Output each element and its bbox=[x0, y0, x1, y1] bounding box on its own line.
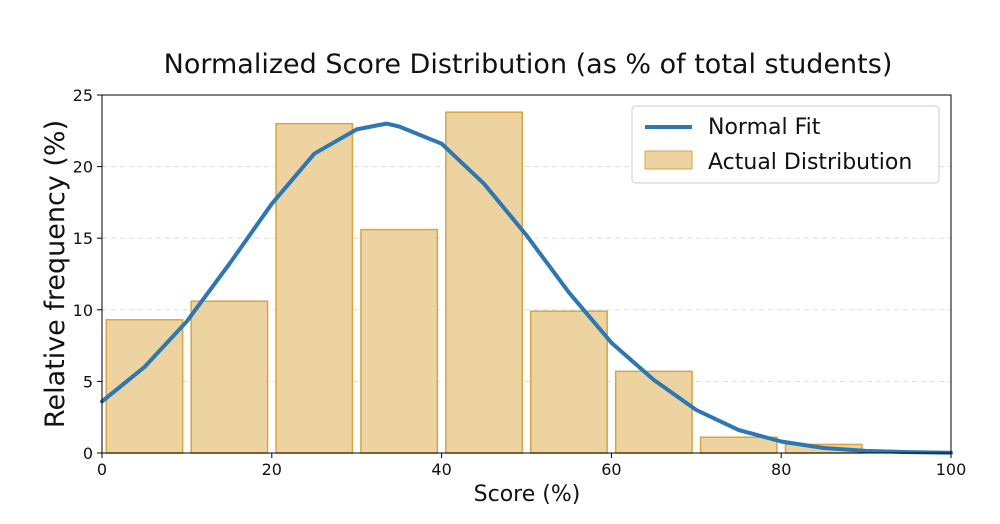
y-tick-label: 10 bbox=[73, 301, 93, 320]
histogram-bar bbox=[190, 300, 269, 454]
histogram-bar bbox=[275, 122, 354, 454]
y-tick-label: 20 bbox=[73, 158, 93, 177]
histogram-bar bbox=[614, 370, 693, 454]
x-tick-label: 40 bbox=[431, 460, 451, 479]
histogram-bar bbox=[360, 228, 439, 454]
legend-label-actual-distribution: Actual Distribution bbox=[708, 150, 912, 175]
y-tick-label: 15 bbox=[73, 229, 93, 248]
legend: Normal Fit Actual Distribution bbox=[631, 105, 940, 184]
y-axis-ticks: 0 5 10 15 20 25 bbox=[73, 86, 102, 463]
x-axis-label: Score (%) bbox=[474, 482, 581, 507]
y-axis-label: Relative frequency (%) bbox=[40, 120, 71, 428]
histogram-bar bbox=[699, 436, 778, 454]
x-tick-label: 0 bbox=[97, 460, 107, 479]
y-tick-label: 0 bbox=[83, 444, 93, 463]
legend-bar-swatch bbox=[644, 150, 693, 170]
x-axis-ticks: 0 20 40 60 80 100 bbox=[97, 453, 966, 479]
histogram-bar bbox=[529, 310, 608, 454]
x-tick-label: 20 bbox=[262, 460, 282, 479]
x-tick-label: 100 bbox=[936, 460, 967, 479]
plot-frame bbox=[101, 94, 952, 454]
normal-fit-layer bbox=[100, 121, 953, 455]
normal-fit-line bbox=[100, 121, 953, 455]
legend-label-normal-fit: Normal Fit bbox=[708, 115, 821, 140]
x-tick-label: 60 bbox=[601, 460, 621, 479]
histogram-bar bbox=[445, 111, 524, 454]
y-tick-label: 5 bbox=[83, 372, 93, 391]
legend-box bbox=[631, 105, 940, 184]
chart-title: Normalized Score Distribution (as % of t… bbox=[164, 49, 893, 80]
x-tick-label: 80 bbox=[771, 460, 791, 479]
y-tick-label: 25 bbox=[73, 86, 93, 105]
